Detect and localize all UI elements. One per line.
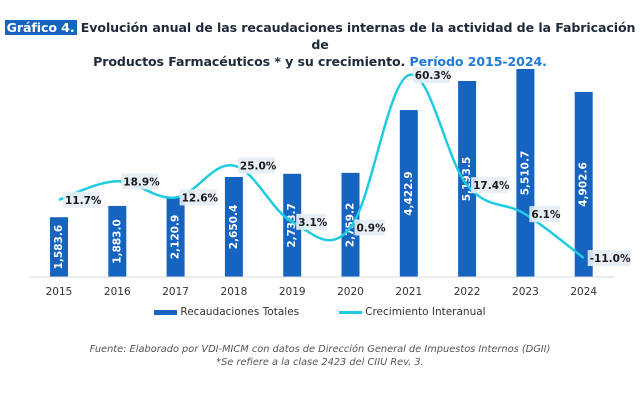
- bar-value-label: 1,583.6: [53, 225, 65, 270]
- source-line: Fuente: Elaborado por VDI-MICM con datos…: [89, 344, 551, 355]
- growth-label-bg: [179, 189, 217, 206]
- x-tick-label: 2023: [512, 286, 539, 298]
- chart-number-tag: Gráfico 4.: [4, 20, 77, 35]
- growth-label-bg: [296, 213, 327, 230]
- growth-value-label: 3.1%: [298, 217, 328, 229]
- growth-label-bg: [121, 173, 159, 190]
- bar-2021: [399, 110, 418, 277]
- chart-title: Gráfico 4. Evolución anual de las recaud…: [0, 19, 640, 70]
- x-tick-label: 2015: [46, 286, 73, 298]
- legend-bar-label: Recaudaciones Totales: [180, 306, 300, 318]
- bar-2020: [341, 172, 360, 277]
- legend-item-bars: Recaudaciones Totales: [154, 306, 299, 318]
- bar-2015: [50, 217, 68, 277]
- x-tick-labels: 2015 2016 2017 2018 2019 2020 2021 2022 2023 2024: [46, 286, 598, 298]
- growth-value-label: 18.9%: [123, 176, 160, 188]
- legend-bar-swatch: [154, 309, 178, 315]
- title-line-1: Evolución anual de las recaudaciones int…: [76, 20, 636, 52]
- growth-value-label: 12.6%: [182, 192, 219, 204]
- bar-value-label: 2,650.4: [228, 205, 240, 250]
- growth-label-bg: [587, 250, 632, 267]
- bar-2017: [166, 196, 185, 277]
- bar-value-label: 1,883.0: [111, 219, 123, 264]
- bar-2024: [574, 91, 593, 278]
- legend: Recaudaciones Totales Crecimiento Intera…: [0, 306, 640, 318]
- legend-item-line: Crecimiento Interanual: [339, 306, 486, 318]
- growth-line: [58, 73, 585, 260]
- growth-value-label: 17.4%: [473, 180, 510, 192]
- chart-canvas: 1,583.6 1,883.0 2,120.9 2,650.4 2,733.7 2,759…: [30, 67, 632, 298]
- growth-labels: 11.7% 18.9% 12.6% 25.0% 3.1% 0.9% 60.3% 17.4% 6.…: [63, 67, 632, 267]
- growth-label-bg: [529, 206, 560, 223]
- x-tick-label: 2017: [162, 286, 189, 298]
- footnote-line: *Se refiere a la clase 2423 del CIIU Rev…: [216, 357, 424, 368]
- x-tick-label: 2021: [395, 286, 422, 298]
- growth-value-label: 25.0%: [240, 161, 277, 173]
- x-tick-label: 2016: [104, 286, 131, 298]
- growth-value-label: 6.1%: [531, 209, 561, 221]
- growth-label-bg: [237, 157, 275, 174]
- x-tick-label: 2024: [570, 286, 597, 298]
- bar-value-label: 5,510.7: [519, 151, 531, 196]
- bar-2016: [108, 205, 127, 277]
- x-tick-label: 2020: [337, 286, 364, 298]
- growth-label-bg: [63, 191, 100, 208]
- bar-2018: [224, 176, 243, 277]
- source-note: Fuente: Elaborado por VDI-MICM con datos…: [0, 343, 640, 369]
- growth-label-bg: [412, 67, 450, 84]
- growth-label-bg: [354, 219, 385, 236]
- bar-2022: [458, 80, 477, 278]
- legend-line-label: Crecimiento Interanual: [365, 306, 486, 318]
- x-tick-label: 2022: [454, 286, 481, 298]
- bar-2023: [516, 69, 535, 277]
- title-period: Período 2015-2024.: [405, 54, 547, 69]
- bar-value-label: 2,733.7: [286, 203, 298, 248]
- growth-value-label: 60.3%: [415, 70, 452, 82]
- bar-value-label: 2,120.9: [170, 215, 182, 260]
- bars-group: 1,583.6 1,883.0 2,120.9 2,650.4 2,733.7 2,759…: [50, 69, 593, 278]
- x-tick-label: 2019: [279, 286, 306, 298]
- growth-value-label: -11.0%: [590, 253, 631, 265]
- growth-label-bg: [471, 177, 509, 194]
- growth-value-label: 0.9%: [357, 222, 387, 234]
- growth-value-label: 11.7%: [65, 195, 102, 207]
- legend-line-swatch: [339, 310, 363, 314]
- title-line-2: Productos Farmacéuticos * y su crecimien…: [93, 54, 406, 69]
- x-tick-label: 2018: [221, 286, 248, 298]
- bar-value-label: 4,902.6: [578, 162, 590, 207]
- bar-value-label: 2,759.2: [345, 203, 357, 248]
- bar-value-label: 4,422.9: [403, 171, 415, 216]
- bar-2019: [283, 173, 302, 277]
